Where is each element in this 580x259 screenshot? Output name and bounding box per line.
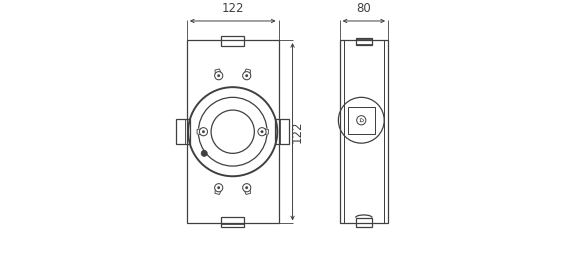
Bar	[187, 40, 278, 223]
Text: 122: 122	[291, 120, 303, 143]
Circle shape	[202, 131, 205, 133]
Circle shape	[242, 72, 251, 80]
Circle shape	[258, 128, 266, 136]
Circle shape	[201, 150, 207, 156]
Bar	[356, 218, 372, 227]
Polygon shape	[244, 187, 251, 195]
Bar	[356, 38, 372, 45]
Circle shape	[218, 75, 220, 77]
Text: 80: 80	[357, 2, 371, 15]
Polygon shape	[215, 69, 222, 76]
Circle shape	[215, 72, 223, 80]
Circle shape	[200, 128, 208, 136]
Circle shape	[261, 131, 263, 133]
Bar	[348, 107, 375, 134]
Polygon shape	[215, 187, 222, 195]
Circle shape	[245, 75, 248, 77]
Circle shape	[218, 186, 220, 189]
Bar	[176, 119, 190, 145]
Polygon shape	[262, 128, 269, 135]
Circle shape	[215, 184, 223, 192]
Text: 122: 122	[222, 2, 244, 15]
Bar	[344, 40, 383, 223]
Bar	[276, 119, 289, 145]
Bar	[340, 40, 388, 223]
Polygon shape	[197, 128, 204, 135]
Bar	[221, 36, 244, 46]
Polygon shape	[244, 69, 251, 76]
Bar	[221, 217, 244, 227]
Circle shape	[242, 184, 251, 192]
Circle shape	[245, 186, 248, 189]
